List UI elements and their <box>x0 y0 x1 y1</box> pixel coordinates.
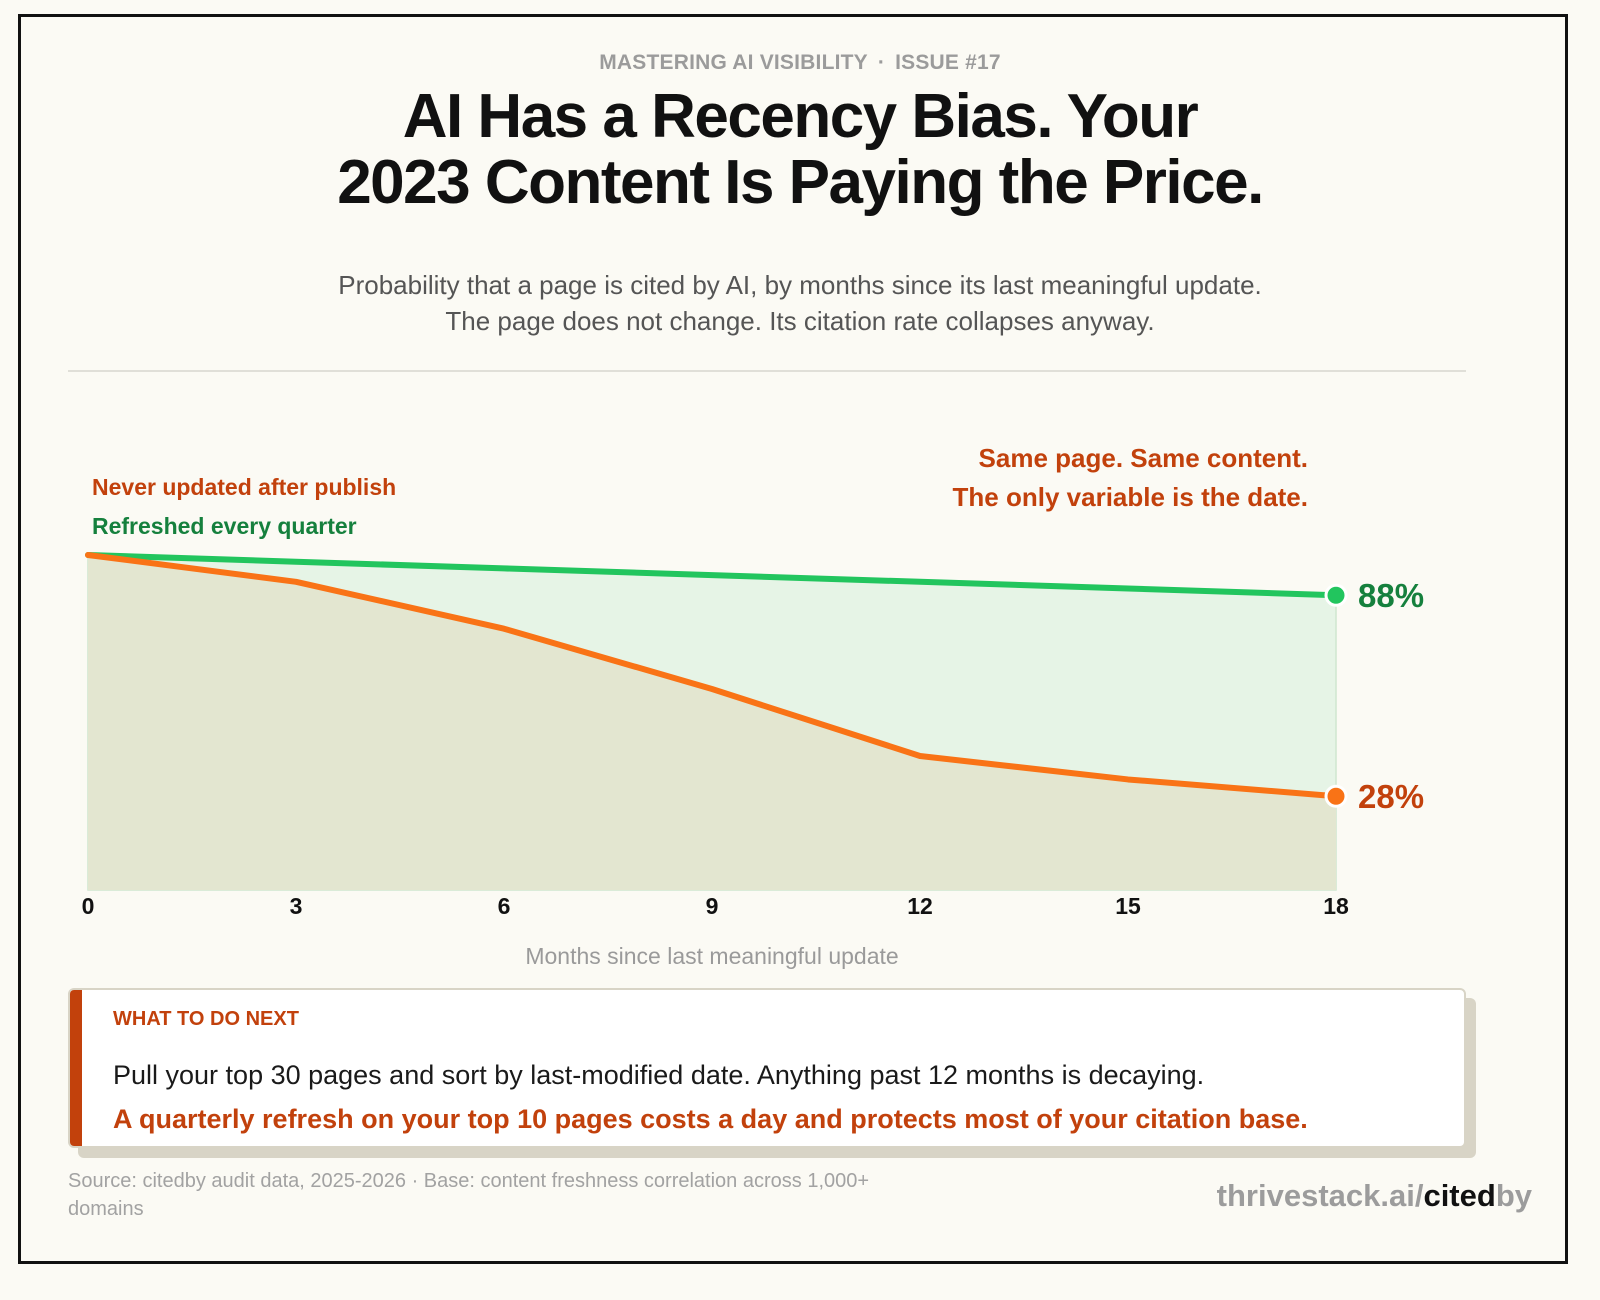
brand-prefix: thrivestack.ai/ <box>1216 1178 1424 1213</box>
x-tick-label-0: 0 <box>82 893 95 919</box>
legend-refreshed: Refreshed every quarter <box>92 513 357 539</box>
next-steps-callout: WHAT TO DO NEXT Pull your top 30 pages a… <box>68 988 1466 1148</box>
callout-body: Pull your top 30 pages and sort by last-… <box>113 1060 1205 1090</box>
never-updated-end-label: 28% <box>1358 778 1424 815</box>
annotation-line-2: The only variable is the date. <box>953 482 1308 512</box>
title-line-2: 2023 Content Is Paying the Price. <box>337 148 1264 217</box>
brand-cited: cited <box>1423 1178 1496 1213</box>
page-subtitle: Probability that a page is cited by AI, … <box>0 267 1600 339</box>
callout-accent-bar <box>70 990 82 1146</box>
page-title: AI Has a Recency Bias. Your 2023 Content… <box>0 84 1600 216</box>
source-line-2: domains <box>68 1198 144 1220</box>
kicker-separator: · <box>877 51 886 74</box>
legend-never-updated: Never updated after publish <box>92 474 396 500</box>
issue-kicker: MASTERING AI VISIBILITY · ISSUE #17 <box>0 51 1600 75</box>
x-tick-label-6: 6 <box>498 893 511 919</box>
title-line-1: AI Has a Recency Bias. Your <box>402 82 1199 151</box>
x-tick-label-12: 12 <box>907 893 933 919</box>
callout-heading: WHAT TO DO NEXT <box>113 1008 299 1030</box>
brand-by: by <box>1495 1178 1532 1213</box>
never-updated-series-line <box>85 552 1339 800</box>
brand-link[interactable]: thrivestack.ai/citedby <box>1217 1178 1532 1214</box>
kicker-issue: ISSUE #17 <box>895 51 1001 74</box>
annotation-line-1: Same page. Same content. <box>979 443 1308 473</box>
callout-cta: A quarterly refresh on your top 10 pages… <box>113 1104 1308 1134</box>
refreshed-end-label: 88% <box>1358 577 1424 614</box>
header-divider <box>68 370 1466 372</box>
refreshed-series-line <box>85 552 1339 599</box>
source-line-1: Source: citedby audit data, 2025-2026 · … <box>68 1170 870 1192</box>
x-tick-label-18: 18 <box>1323 893 1349 919</box>
refreshed-end-point <box>1324 583 1348 607</box>
source-note: Source: citedby audit data, 2025-2026 · … <box>68 1167 1028 1223</box>
x-tick-label-3: 3 <box>290 893 303 919</box>
never-updated-area-fill <box>88 555 1336 890</box>
subtitle-line-2: The page does not change. Its citation r… <box>445 306 1155 336</box>
citation-decay-chart: 88% 28% 0 3 6 9 12 15 18 Months since last meanin… <box>82 443 1424 969</box>
x-tick-label-9: 9 <box>706 893 719 919</box>
never-updated-end-point <box>1324 784 1348 808</box>
x-axis-label: Months since last meaningful update <box>525 943 898 969</box>
x-tick-label-15: 15 <box>1115 893 1141 919</box>
subtitle-line-1: Probability that a page is cited by AI, … <box>338 270 1262 300</box>
kicker-series: MASTERING AI VISIBILITY <box>599 51 868 74</box>
